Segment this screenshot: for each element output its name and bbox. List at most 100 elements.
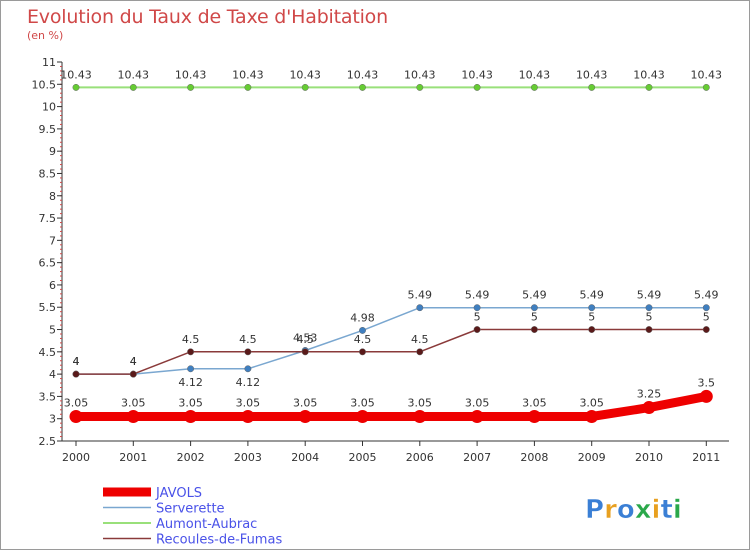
data-point xyxy=(413,409,427,423)
x-tick-label: 2000 xyxy=(62,451,90,464)
data-label: 4 xyxy=(73,355,80,368)
y-tick-label: 11 xyxy=(42,56,56,69)
data-label: 4.5 xyxy=(182,333,200,346)
data-point xyxy=(187,365,195,373)
data-label: 3.05 xyxy=(178,396,203,409)
data-point xyxy=(588,83,596,91)
data-label: 5.49 xyxy=(694,289,719,302)
x-tick-label: 2004 xyxy=(291,451,319,464)
x-tick-label: 2003 xyxy=(234,451,262,464)
data-label: 4 xyxy=(130,355,137,368)
data-label: 10.43 xyxy=(519,68,551,81)
data-point xyxy=(184,409,198,423)
x-tick-label: 2007 xyxy=(463,451,491,464)
data-point xyxy=(702,83,710,91)
data-point xyxy=(359,83,366,91)
data-point xyxy=(244,83,252,91)
data-label: 4 xyxy=(130,355,137,368)
data-point xyxy=(244,365,252,373)
data-label: 4.5 xyxy=(411,333,429,346)
data-point xyxy=(473,326,481,333)
data-label: 10.43 xyxy=(633,68,665,81)
data-label: 4.5 xyxy=(354,333,372,346)
data-point xyxy=(702,304,710,312)
y-tick-label: 5 xyxy=(49,324,56,337)
legend-label: Recoules-de-Fumas xyxy=(156,533,282,548)
data-label: 10.43 xyxy=(60,68,92,81)
data-label: 10.43 xyxy=(691,68,723,81)
series-line-Recoules-de-Fumas xyxy=(75,328,708,375)
legend-label: Aumont-Aubrac xyxy=(156,517,257,532)
data-point xyxy=(473,304,481,312)
data-point xyxy=(356,409,369,423)
y-tick-label: 6.5 xyxy=(39,257,57,270)
y-tick-label: 4.5 xyxy=(39,346,57,359)
data-label: 5 xyxy=(531,311,538,324)
data-label: 10.43 xyxy=(461,68,493,81)
data-point xyxy=(470,409,484,423)
data-point xyxy=(129,370,137,378)
data-point xyxy=(69,409,83,423)
y-tick-label: 5.5 xyxy=(39,301,57,314)
data-label: 3.05 xyxy=(293,396,318,409)
x-tick-label: 2010 xyxy=(635,451,663,464)
data-point xyxy=(301,348,309,356)
data-label: 4.53 xyxy=(293,331,318,344)
data-label: 5 xyxy=(703,311,710,324)
data-point xyxy=(416,348,424,356)
data-label: 10.43 xyxy=(118,68,150,81)
y-tick-label: 7 xyxy=(49,234,56,247)
y-tick-label: 8 xyxy=(49,190,56,203)
chart-title: Evolution du Taux de Taxe d'Habitation xyxy=(27,6,388,28)
legend-label: Serverette xyxy=(156,502,225,517)
data-point xyxy=(72,370,80,378)
data-label: 4.12 xyxy=(236,376,261,389)
proxiti-logo: Proxiti xyxy=(585,495,682,526)
chart-subtitle: (en %) xyxy=(27,29,64,42)
data-label: 3.05 xyxy=(408,396,433,409)
data-label: 4.5 xyxy=(296,333,314,346)
data-label: 3.05 xyxy=(465,396,490,409)
y-tick-label: 9 xyxy=(49,145,56,158)
data-label: 4.5 xyxy=(239,333,257,346)
data-label: 3.5 xyxy=(698,376,716,389)
data-point xyxy=(416,304,424,312)
data-label: 3.05 xyxy=(64,396,89,409)
logo-text: Proxiti xyxy=(585,495,682,525)
data-label: 4 xyxy=(73,355,80,368)
axes: 2.5 3 3.5 4 4.5 5 5.5 6 6.5 7 7.5 8 8.5 9 9.5 10 10.5 11 2… xyxy=(32,56,729,464)
y-tick-label: 2.5 xyxy=(39,435,57,448)
series-layer xyxy=(69,83,713,423)
y-tick-label: 3.5 xyxy=(39,390,57,403)
series-line-JAVOLS xyxy=(71,391,711,421)
y-tick-label: 7.5 xyxy=(39,212,57,225)
data-label: 5.49 xyxy=(637,289,662,302)
data-label: 5.49 xyxy=(579,289,604,302)
data-point xyxy=(244,348,252,356)
data-point xyxy=(642,401,656,415)
data-point xyxy=(645,326,653,333)
y-tick-label: 9.5 xyxy=(39,123,57,136)
x-tick-label: 2005 xyxy=(349,451,377,464)
x-tick-label: 2001 xyxy=(119,451,147,464)
data-label: 3.05 xyxy=(350,396,375,409)
data-label: 3.25 xyxy=(637,388,662,401)
data-point xyxy=(241,409,255,423)
x-tick-label: 2008 xyxy=(520,451,548,464)
data-labels-layer: 3.05 3.05 3.05 3.05 3.05 3.05 3.05 3.05 3.05 3.05… xyxy=(60,68,722,409)
data-point xyxy=(187,83,195,91)
data-point xyxy=(585,409,599,423)
data-point xyxy=(530,304,538,312)
data-label: 3.05 xyxy=(579,396,604,409)
data-label: 10.43 xyxy=(576,68,608,81)
data-point xyxy=(527,409,541,423)
data-point xyxy=(301,83,309,91)
data-label: 3.05 xyxy=(121,396,146,409)
data-label: 5.49 xyxy=(408,289,433,302)
data-label: 10.43 xyxy=(232,68,264,81)
legend-label: JAVOLS xyxy=(155,486,202,501)
data-point xyxy=(298,409,312,423)
data-label: 5 xyxy=(474,311,481,324)
legend: JAVOLSServeretteAumont-AubracRecoules-de… xyxy=(103,486,282,548)
